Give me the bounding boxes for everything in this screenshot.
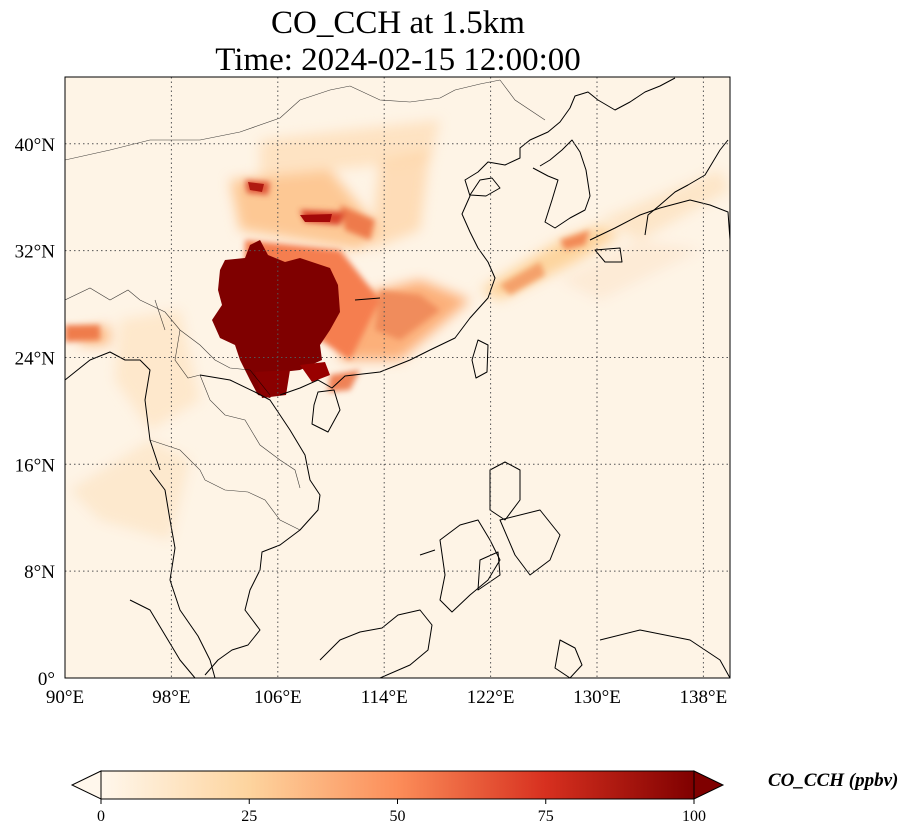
latitude-ticks: 0° 8°N 16°N 24°N 32°N 40°N: [15, 135, 56, 690]
map-plot-area: [65, 77, 730, 678]
lat-tick-label: 8°N: [24, 562, 55, 583]
lat-tick-label: 16°N: [15, 455, 56, 476]
lon-tick-label: 138°E: [680, 687, 728, 708]
high-concentration-core: [212, 182, 340, 398]
map-title-line2: Time: 2024-02-15 12:00:00: [215, 42, 581, 78]
lon-tick-label: 90°E: [46, 687, 84, 708]
map-title-line1: CO_CCH at 1.5km: [271, 5, 525, 41]
colorbar-bar: [100, 770, 695, 800]
lon-tick-label: 130°E: [573, 687, 621, 708]
country-borders: [65, 79, 546, 531]
longitude-ticks: 90°E 98°E 106°E 114°E 122°E 130°E 138°E: [46, 687, 727, 708]
colorbar-tick-label: 100: [682, 808, 706, 825]
colorbar-tick-label: 75: [538, 808, 554, 825]
colorbar-tick-label: 25: [241, 808, 257, 825]
colorbar-extend-max: [693, 770, 725, 800]
concentration-field: [65, 120, 730, 540]
lat-tick-label: 0°: [38, 669, 55, 690]
lon-tick-label: 114°E: [361, 687, 408, 708]
lat-tick-label: 40°N: [15, 135, 56, 156]
lon-tick-label: 106°E: [254, 687, 302, 708]
map-frame: [64, 76, 731, 679]
lat-tick-label: 24°N: [15, 348, 56, 369]
lon-tick-label: 98°E: [152, 687, 190, 708]
colorbar-tick-label: 50: [390, 808, 406, 825]
lat-tick-label: 32°N: [15, 242, 56, 263]
colorbar-label: CO_CCH (ppbv): [768, 770, 899, 791]
lon-tick-label: 122°E: [467, 687, 515, 708]
map-figure: 90°E 98°E 106°E 114°E 122°E 130°E 138°E 0° 8°N 1…: [15, 76, 731, 708]
colorbar-extend-min: [70, 770, 102, 800]
colorbar-tick-label: 0: [97, 808, 105, 825]
gridlines: [65, 77, 730, 678]
colorbar-ticks: 0 25 50 75 100: [97, 799, 706, 825]
